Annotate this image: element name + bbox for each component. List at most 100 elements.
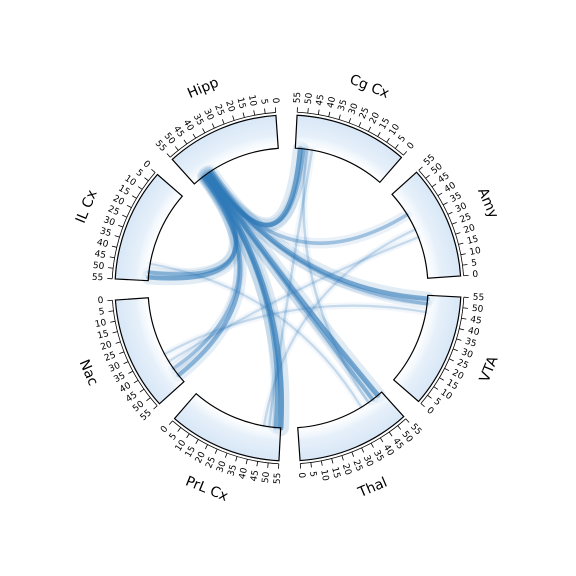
tick-label-prl-cx-55: 55	[273, 472, 284, 484]
link-glow-amy-nac	[165, 233, 422, 365]
segment-label-hipp: Hipp	[185, 75, 221, 102]
tick-prl-cx-45	[256, 461, 259, 467]
tick-il-cx-10	[137, 186, 143, 190]
tick-label-nac-30: 30	[107, 361, 122, 375]
tick-thal-50	[397, 425, 402, 430]
segment-axis-prl-cx	[172, 420, 279, 465]
tick-label-nac-15: 15	[96, 329, 110, 342]
link-glow-amy-prl-cx	[260, 225, 419, 430]
segment-label-thal: Thal	[355, 475, 390, 502]
tick-label-prl-cx-45: 45	[249, 469, 261, 482]
tick-label-prl-cx-40: 40	[238, 467, 250, 481]
tick-hipp-40	[192, 133, 197, 139]
tick-label-thal-0: 0	[296, 472, 306, 479]
segment-axis-hipp	[169, 112, 276, 158]
segment-fill-thal	[297, 392, 404, 461]
tick-cg-cx-30	[348, 118, 352, 124]
tick-label-thal-5: 5	[307, 471, 318, 478]
tick-nac-45	[139, 388, 145, 393]
tick-cg-cx-50	[307, 108, 309, 114]
tick-vta-20	[444, 368, 450, 372]
tick-label-vta-30: 30	[460, 347, 474, 360]
tick-label-thal-25: 25	[350, 459, 363, 473]
tick-label-hipp-25: 25	[212, 103, 225, 117]
segment-box-thal	[297, 391, 405, 462]
tick-il-cx-50	[108, 267, 114, 269]
tick-label-prl-cx-25: 25	[204, 455, 218, 470]
tick-label-vta-25: 25	[455, 358, 470, 372]
segment-fill-amy	[392, 172, 461, 279]
tick-label-il-cx-30: 30	[102, 215, 116, 228]
tick-label-il-cx-25: 25	[106, 204, 121, 218]
tick-nac-30	[123, 361, 129, 365]
tick-label-hipp-15: 15	[234, 96, 247, 110]
tick-hipp-55	[166, 153, 171, 158]
tick-label-nac-0: 0	[97, 296, 104, 306]
tick-label-amy-30: 30	[454, 201, 469, 215]
tick-label-vta-5: 5	[432, 397, 443, 408]
link-glow-cg-cx-prl-cx	[265, 146, 316, 431]
tick-hipp-35	[202, 128, 206, 134]
tick-amy-25	[451, 221, 457, 225]
tick-hipp-10	[253, 110, 256, 116]
link-hipp-nac	[176, 174, 243, 378]
tick-label-prl-cx-20: 20	[194, 450, 208, 465]
tick-nac-40	[133, 379, 139, 384]
tick-thal-5	[310, 462, 312, 468]
tick-prl-cx-30	[224, 452, 228, 458]
tick-label-vta-20: 20	[450, 368, 465, 382]
tick-label-vta-50: 50	[471, 304, 484, 315]
tick-thal-40	[379, 437, 384, 443]
link-glow-vta-nac	[161, 302, 430, 358]
segment-axis-nac	[112, 300, 158, 407]
tick-nac-25	[119, 351, 125, 355]
segment-fill-vta	[393, 295, 461, 402]
tick-vta-45	[461, 317, 467, 320]
tick-cg-cx-5	[394, 144, 399, 149]
tick-hipp-50	[174, 146, 179, 151]
tick-label-prl-cx-5: 5	[168, 432, 179, 443]
tick-label-cg-cx-25: 25	[358, 106, 372, 121]
tick-label-vta-35: 35	[464, 337, 478, 350]
segment-fill-il-cx	[115, 174, 183, 281]
segment-axis-il-cx	[111, 172, 156, 279]
tick-thal-30	[361, 447, 365, 453]
tick-thal-20	[341, 455, 344, 461]
segment-fill-hipp	[172, 115, 279, 184]
tick-label-vta-45: 45	[469, 315, 482, 327]
tick-vta-30	[452, 348, 458, 352]
tick-il-cx-20	[126, 204, 132, 208]
tick-label-cg-cx-0: 0	[406, 141, 417, 152]
link-glow-hipp-nac	[168, 172, 245, 374]
link-hipp-vta	[207, 170, 429, 306]
tick-label-cg-cx-45: 45	[315, 94, 327, 107]
segment-fill-cg-cx	[295, 115, 402, 183]
segment-box-nac	[114, 297, 185, 405]
tick-label-cg-cx-30: 30	[347, 102, 360, 116]
tick-label-hipp-20: 20	[223, 99, 236, 113]
tick-label-amy-20: 20	[463, 223, 477, 236]
tick-prl-cx-0	[168, 420, 173, 425]
tick-il-cx-35	[114, 235, 120, 238]
tick-label-il-cx-55: 55	[92, 273, 104, 284]
segment-box-il-cx	[114, 173, 184, 282]
tick-label-amy-10: 10	[469, 246, 482, 258]
tick-label-prl-cx-50: 50	[261, 471, 272, 484]
segment-label-prl-cx: PrL Cx	[183, 473, 230, 504]
tick-cg-cx-15	[377, 132, 381, 137]
tick-cg-cx-10	[386, 137, 390, 143]
tick-nac-55	[153, 405, 158, 410]
tick-hipp-45	[183, 139, 188, 145]
segment-axis-amy	[418, 169, 464, 276]
link-hipp-thal	[204, 170, 381, 398]
tick-label-vta-55: 55	[472, 293, 484, 304]
tick-prl-cx-15	[195, 439, 199, 444]
link-vta-nac	[163, 304, 428, 356]
segment-axis-cg-cx	[297, 111, 404, 156]
link-hipp-prl-cx	[202, 173, 280, 430]
segment-label-il-cx: IL Cx	[73, 188, 101, 226]
segment-label-nac: Nac	[76, 357, 101, 388]
tick-thal-15	[331, 458, 334, 464]
tick-label-nac-25: 25	[103, 350, 117, 363]
